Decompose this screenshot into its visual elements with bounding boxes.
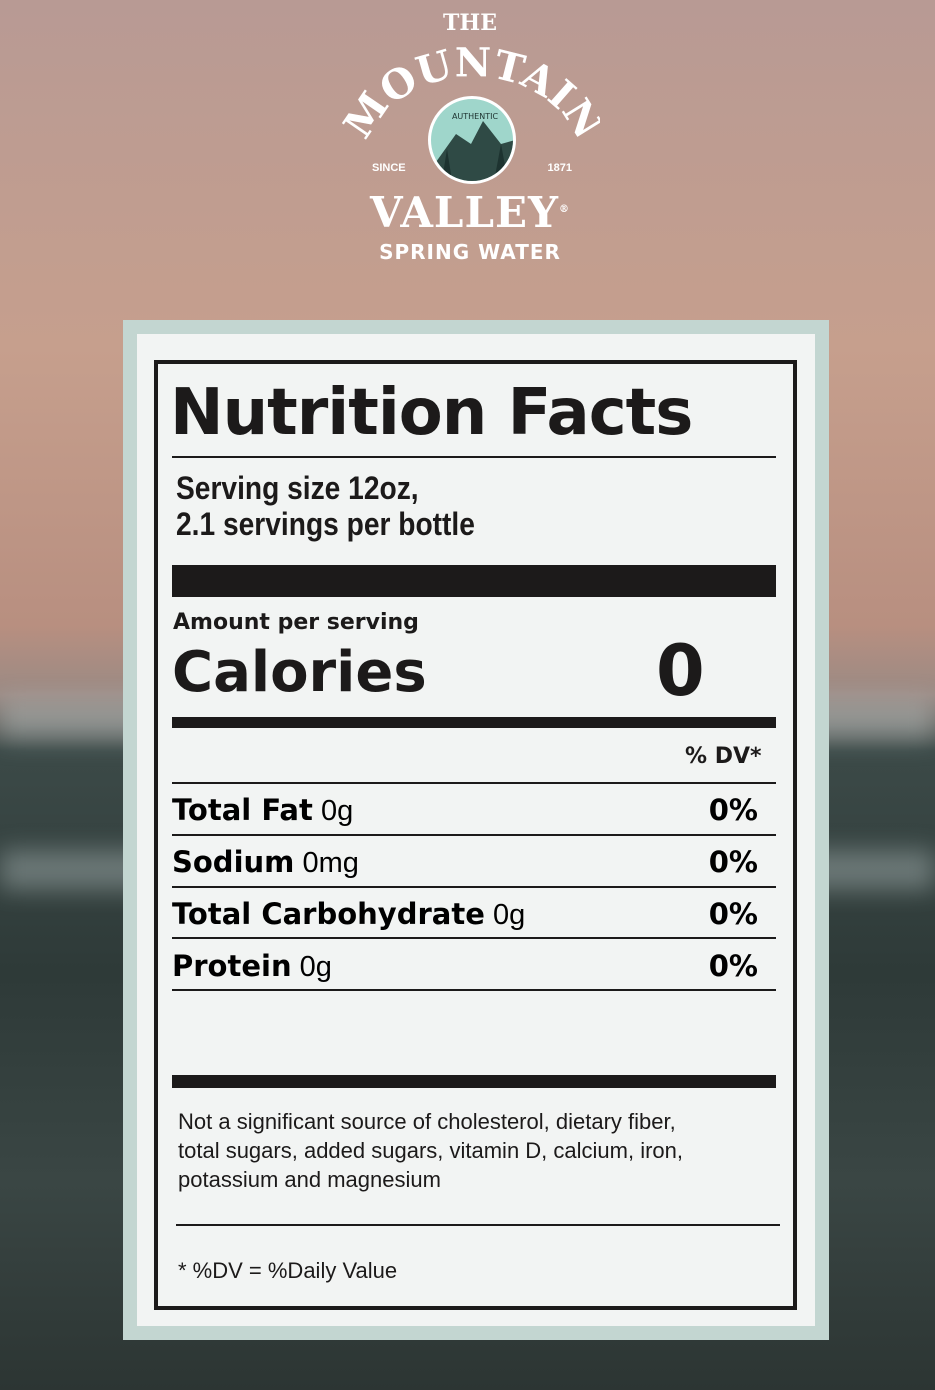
logo-valley: VALLEY® <box>370 188 570 237</box>
divider <box>176 1224 780 1226</box>
calories-value: 0 <box>656 630 705 712</box>
divider <box>172 989 776 991</box>
divider <box>172 886 776 888</box>
nutrient-row: Total Carbohydrate 0g 0% <box>172 897 758 931</box>
mountain-badge-icon: AUTHENTIC <box>428 96 516 184</box>
footnote: Not a significant source of cholesterol,… <box>178 1109 684 1192</box>
divider <box>172 782 776 784</box>
dv-note: * %DV = %Daily Value <box>178 1258 398 1283</box>
nutrition-facts-box <box>154 360 797 1310</box>
logo-year: 1871 <box>547 162 572 174</box>
dv-header: % DV* <box>685 744 762 769</box>
nutrient-row: Protein 0g 0% <box>172 949 758 983</box>
logo-since: SINCE <box>372 162 406 174</box>
brand-logo: THE MOUNTAIN AUTHENTIC SINCE 1871 VALLEY… <box>340 0 600 280</box>
nutrition-title: Nutrition Facts <box>170 376 693 450</box>
nutrient-row: Total Fat 0g 0% <box>172 793 758 827</box>
serving-size: Serving size 12oz, <box>176 470 419 506</box>
servings-per-container: 2.1 servings per bottle <box>176 506 475 542</box>
svg-text:AUTHENTIC: AUTHENTIC <box>452 112 499 121</box>
calories-label: Calories <box>172 640 427 705</box>
amount-per-serving: Amount per serving <box>173 610 419 635</box>
medium-divider <box>172 717 776 728</box>
divider <box>172 937 776 939</box>
divider <box>172 834 776 836</box>
medium-divider <box>172 1075 776 1088</box>
thick-divider <box>172 565 776 597</box>
logo-the: THE <box>443 10 497 36</box>
divider <box>172 456 776 458</box>
nutrient-row: Sodium 0mg 0% <box>172 845 758 879</box>
logo-spring-water: SPRING WATER <box>379 240 561 264</box>
label-paper <box>137 334 815 1326</box>
